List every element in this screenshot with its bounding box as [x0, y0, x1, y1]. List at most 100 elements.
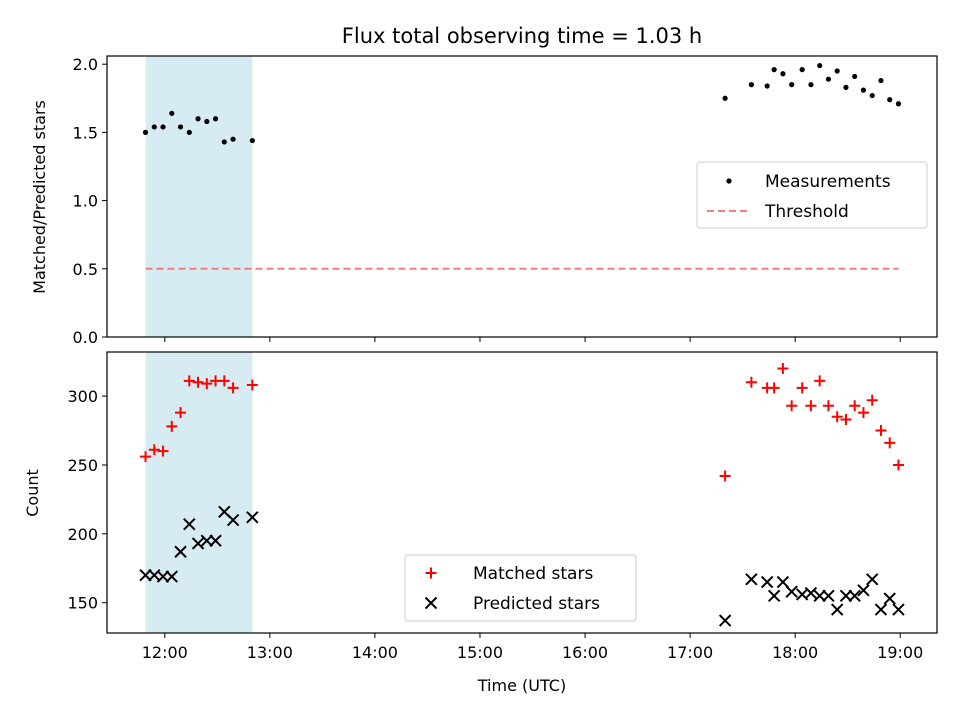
predicted-stars-point	[874, 603, 888, 616]
top-y-tick-label: 1.5	[73, 123, 98, 142]
bottom-y-tick-label: 250	[67, 456, 98, 475]
measurement-point	[817, 62, 823, 69]
measurement-point	[878, 77, 884, 84]
chart-title: Flux total observing time = 1.03 h	[342, 24, 702, 48]
measurement-point	[834, 68, 840, 74]
top-y-tick-label: 0.5	[73, 260, 98, 279]
measurement-point	[249, 137, 255, 144]
matched-stars-point	[892, 459, 904, 471]
predicted-stars-point	[785, 585, 798, 598]
bottom-y-tick-label: 150	[67, 594, 98, 613]
x-tick-label: 19:00	[877, 643, 923, 662]
matched-stars-point	[875, 425, 887, 437]
predicted-stars-point	[745, 573, 758, 586]
predicted-stars-point	[892, 603, 905, 616]
measurement-point	[869, 92, 875, 99]
measurement-point	[789, 82, 795, 88]
bottom-y-axis-label: Count	[23, 469, 42, 517]
measurement-point	[780, 71, 786, 77]
predicted-stars-point	[174, 545, 187, 558]
predicted-stars-point	[226, 513, 240, 527]
matched-stars-point	[822, 400, 834, 412]
matched-stars-point	[805, 400, 817, 412]
top-legend: Measurements Threshold	[696, 161, 928, 229]
x-tick-label: 14:00	[352, 643, 398, 662]
matched-stars-point	[148, 444, 160, 456]
x-tick-label: 12:00	[142, 643, 188, 662]
predicted-stars-point	[191, 537, 205, 550]
bottom-y-tick-label: 300	[67, 387, 98, 406]
legend-measurements-label: Measurements	[765, 172, 891, 192]
measurement-point	[852, 73, 858, 80]
legend-matched-marker	[425, 567, 437, 579]
x-tick-label: 17:00	[667, 643, 713, 662]
matched-stars-point	[175, 407, 187, 419]
predicted-stars-point	[848, 589, 861, 603]
top-legend-frame	[696, 161, 928, 229]
matched-stars-point	[814, 375, 826, 387]
measurement-point	[825, 76, 832, 82]
matched-stars-point	[246, 379, 258, 391]
predicted-stars-point	[718, 614, 732, 627]
x-tick-label: 16:00	[562, 643, 608, 662]
x-tick-label: 18:00	[772, 643, 818, 662]
matched-stars-point	[166, 420, 178, 432]
matched-stars-point	[201, 378, 213, 390]
measurement-point	[860, 87, 867, 93]
measurement-point	[887, 97, 893, 103]
predicted-stars-point	[165, 570, 178, 583]
legend-measurements-marker	[726, 178, 732, 184]
predicted-stars-point	[776, 575, 790, 589]
predicted-stars-point	[246, 511, 259, 524]
predicted-stars-point	[209, 534, 222, 547]
top-panel-frame	[106, 55, 938, 338]
matched-stars-point	[192, 376, 204, 388]
matched-stars-point	[857, 407, 869, 419]
predicted-stars-point	[883, 592, 896, 605]
measurement-point	[160, 124, 166, 130]
matched-stars-point	[745, 376, 757, 388]
measurement-point	[808, 82, 814, 88]
top-y-tick-label: 1.0	[73, 192, 98, 211]
predicted-stars-point	[767, 589, 781, 603]
measurement-point	[771, 67, 777, 73]
measurement-point	[177, 124, 184, 130]
measurement-point	[722, 95, 728, 101]
legend-matched-label: Matched stars	[473, 564, 593, 584]
matched-stars-point	[831, 411, 843, 423]
x-axis-label: Time (UTC)	[477, 676, 566, 695]
matched-stars-point	[140, 451, 152, 463]
x-tick-label: 15:00	[457, 643, 503, 662]
matched-stars-point	[183, 375, 195, 387]
bottom-legend-frame	[404, 554, 637, 622]
bottom-y-tick-label: 200	[67, 525, 98, 544]
measurement-point	[212, 116, 219, 122]
measurement-point	[186, 129, 192, 135]
predicted-stars-point	[200, 534, 214, 547]
measurement-point	[204, 118, 210, 125]
measurement-point	[195, 116, 201, 122]
matched-stars-point	[884, 437, 896, 449]
legend-threshold-label: Threshold	[764, 202, 849, 222]
predicted-stars-point	[822, 589, 835, 603]
predicted-stars-point	[804, 586, 818, 600]
matched-stars-point	[840, 413, 852, 425]
predicted-stars-point	[830, 603, 844, 616]
measurement-point	[799, 67, 805, 73]
predicted-stars-point	[866, 573, 879, 586]
matched-stars-point	[218, 375, 230, 387]
measurement-point	[764, 83, 770, 89]
bottom-legend: Matched stars Predicted stars	[404, 554, 637, 622]
predicted-stars-point	[760, 575, 774, 589]
measurement-point	[142, 129, 149, 135]
bottom-panel-frame	[106, 351, 938, 634]
predicted-stars-point	[839, 589, 853, 603]
matched-stars-point	[796, 382, 808, 394]
predicted-stars-point	[139, 568, 152, 582]
matched-stars-point	[866, 394, 878, 406]
matched-stars-point	[768, 382, 780, 394]
predicted-stars-point	[183, 517, 196, 531]
matched-stars-point	[157, 445, 169, 457]
top-y-axis-label: Matched/Predicted stars	[30, 100, 49, 294]
